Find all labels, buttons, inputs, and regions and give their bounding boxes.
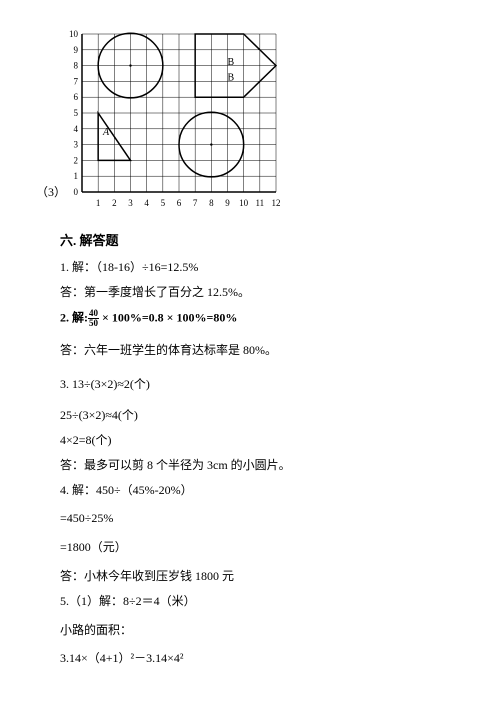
q5-line1: 5.（1）解：8÷2＝4（米） (60, 593, 440, 610)
q2-prefix: 2. 解: (60, 310, 88, 324)
question-3-label: （3） (36, 183, 66, 200)
svg-text:7: 7 (74, 76, 79, 86)
svg-text:4: 4 (74, 124, 79, 134)
q1-answer: 答：第一季度增长了百分之 12.5%。 (60, 284, 440, 301)
svg-text:6: 6 (177, 198, 182, 208)
q1-line1: 1. 解：（18-16）÷16=12.5% (60, 259, 440, 276)
q3-line3: 4×2=8(个) (60, 432, 440, 449)
coordinate-graph: （3） 012345678910123456789101112ABB (60, 30, 280, 210)
frac-den: 50 (88, 319, 99, 328)
q2-answer: 答：六年一班学生的体育达标率是 80%。 (60, 342, 440, 359)
fraction-icon: 4050 (88, 309, 99, 328)
svg-text:5: 5 (74, 108, 79, 118)
svg-text:7: 7 (193, 198, 198, 208)
q5-line2: 小路的面积： (60, 622, 440, 639)
svg-text:6: 6 (74, 92, 79, 102)
q3-line1: 3. 13÷(3×2)≈2(个) (60, 376, 440, 393)
q4-answer: 答：小林今年收到压岁钱 1800 元 (60, 568, 440, 585)
grid-svg: 012345678910123456789101112ABB (60, 30, 280, 210)
q2-suffix: × 100%=0.8 × 100%=80% (99, 310, 237, 324)
section-6-title: 六. 解答题 (60, 230, 440, 249)
svg-text:9: 9 (225, 198, 230, 208)
svg-text:11: 11 (255, 198, 264, 208)
svg-text:8: 8 (74, 61, 79, 71)
page: （3） 012345678910123456789101112ABB 六. 解答… (0, 0, 500, 707)
svg-text:8: 8 (209, 198, 214, 208)
q4-line3: =1800（元） (60, 539, 440, 556)
svg-text:9: 9 (74, 45, 79, 55)
svg-text:10: 10 (69, 30, 79, 39)
svg-text:4: 4 (144, 198, 149, 208)
q4-line2: =450÷25% (60, 510, 440, 527)
svg-text:5: 5 (161, 198, 166, 208)
svg-text:2: 2 (74, 155, 79, 165)
svg-text:0: 0 (74, 187, 79, 197)
svg-text:B: B (228, 73, 235, 84)
svg-text:3: 3 (74, 140, 79, 150)
svg-text:2: 2 (112, 198, 117, 208)
svg-text:3: 3 (128, 198, 133, 208)
q3-answer: 答：最多可以剪 8 个半径为 3cm 的小圆片。 (60, 457, 440, 474)
svg-text:B: B (228, 57, 235, 68)
svg-text:10: 10 (239, 198, 249, 208)
svg-text:1: 1 (74, 171, 79, 181)
q2-line1: 2. 解:4050 × 100%=0.8 × 100%=80% (60, 309, 440, 328)
svg-text:1: 1 (96, 198, 101, 208)
q3-line2: 25÷(3×2)≈4(个) (60, 407, 440, 424)
q4-line1: 4. 解：450÷（45%-20%） (60, 482, 440, 499)
svg-text:12: 12 (272, 198, 281, 208)
svg-text:A: A (102, 127, 110, 138)
q5-line3: 3.14×（4+1）²－3.14×4² (60, 650, 440, 667)
